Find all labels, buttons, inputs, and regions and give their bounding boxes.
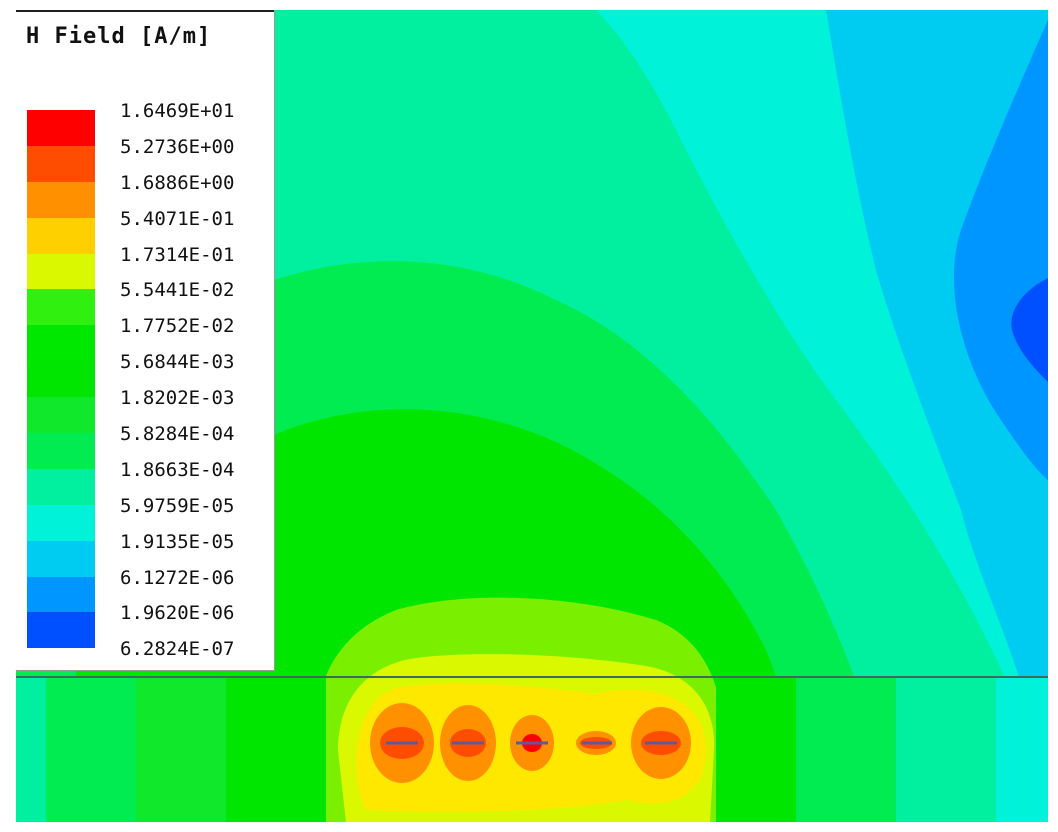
legend-tick-label: 1.6886E+00 — [120, 171, 235, 194]
contour-band-5.8284E-04-strip-right — [796, 678, 896, 822]
legend-swatches — [27, 110, 95, 649]
legend-title: H Field [A/m] — [26, 24, 212, 49]
legend-tick-label: 5.9759E-05 — [120, 494, 235, 517]
legend-swatch — [27, 397, 95, 434]
legend-top-rule — [16, 10, 274, 12]
legend-swatch — [27, 361, 95, 398]
color-legend: H Field [A/m] 1.6469E+01 5.2736E+00 1.6886… — [16, 10, 275, 671]
legend-tick-label: 5.2736E+00 — [120, 135, 235, 158]
legend-tick-label: 5.6844E-03 — [120, 351, 235, 374]
legend-swatch — [27, 468, 95, 505]
legend-swatch — [27, 217, 95, 254]
h-field-contour-map — [16, 10, 1048, 822]
legend-swatch — [27, 325, 95, 362]
legend-tick-label: 1.7752E-02 — [120, 315, 235, 338]
contour-band-1.9620E-06 — [1011, 278, 1048, 382]
legend-swatch — [27, 504, 95, 541]
legend-tick-label: 1.8663E-04 — [120, 458, 235, 481]
field-plot: H Field [A/m] 1.6469E+01 5.2736E+00 1.6886… — [16, 10, 1048, 822]
legend-swatch — [27, 110, 95, 146]
legend-tick-label: 1.9135E-05 — [120, 530, 235, 553]
legend-swatch — [27, 540, 95, 577]
legend-tick-label: 1.6469E+01 — [120, 100, 235, 122]
legend-swatch — [27, 253, 95, 290]
contour-band-5.9759E-05-strip — [16, 678, 46, 822]
legend-tick-label: 5.8284E-04 — [120, 423, 235, 446]
legend-tick-label: 1.8202E-03 — [120, 387, 235, 410]
legend-tick-label: 1.9620E-06 — [120, 602, 235, 625]
contour-band-5.6844E-03-strip — [716, 678, 796, 822]
contour-band-5.9759E-05-strip-right — [996, 678, 1048, 822]
legend-labels: 1.6469E+01 5.2736E+00 1.6886E+00 5.4071E-01… — [120, 98, 270, 672]
contour-band-1.8663E-04-strip — [46, 678, 136, 822]
legend-swatch — [27, 145, 95, 182]
contour-band-1.8663E-04-strip-right — [896, 678, 996, 822]
legend-tick-label: 5.5441E-02 — [120, 279, 235, 302]
contour-band-6.1272E-06 — [953, 20, 1048, 480]
legend-swatch — [27, 612, 95, 649]
legend-tick-label: 1.7314E-01 — [120, 243, 235, 266]
legend-swatch — [27, 433, 95, 469]
legend-swatch — [27, 576, 95, 613]
legend-tick-label: 6.1272E-06 — [120, 566, 235, 589]
contour-band-5.8284E-04-strip — [136, 678, 226, 822]
legend-swatch — [27, 289, 95, 326]
legend-tick-label: 5.4071E-01 — [120, 207, 235, 230]
legend-swatch — [27, 181, 95, 218]
contour-band-1.8202E-03-strip — [226, 678, 326, 822]
legend-tick-label: 6.2824E-07 — [120, 638, 235, 661]
